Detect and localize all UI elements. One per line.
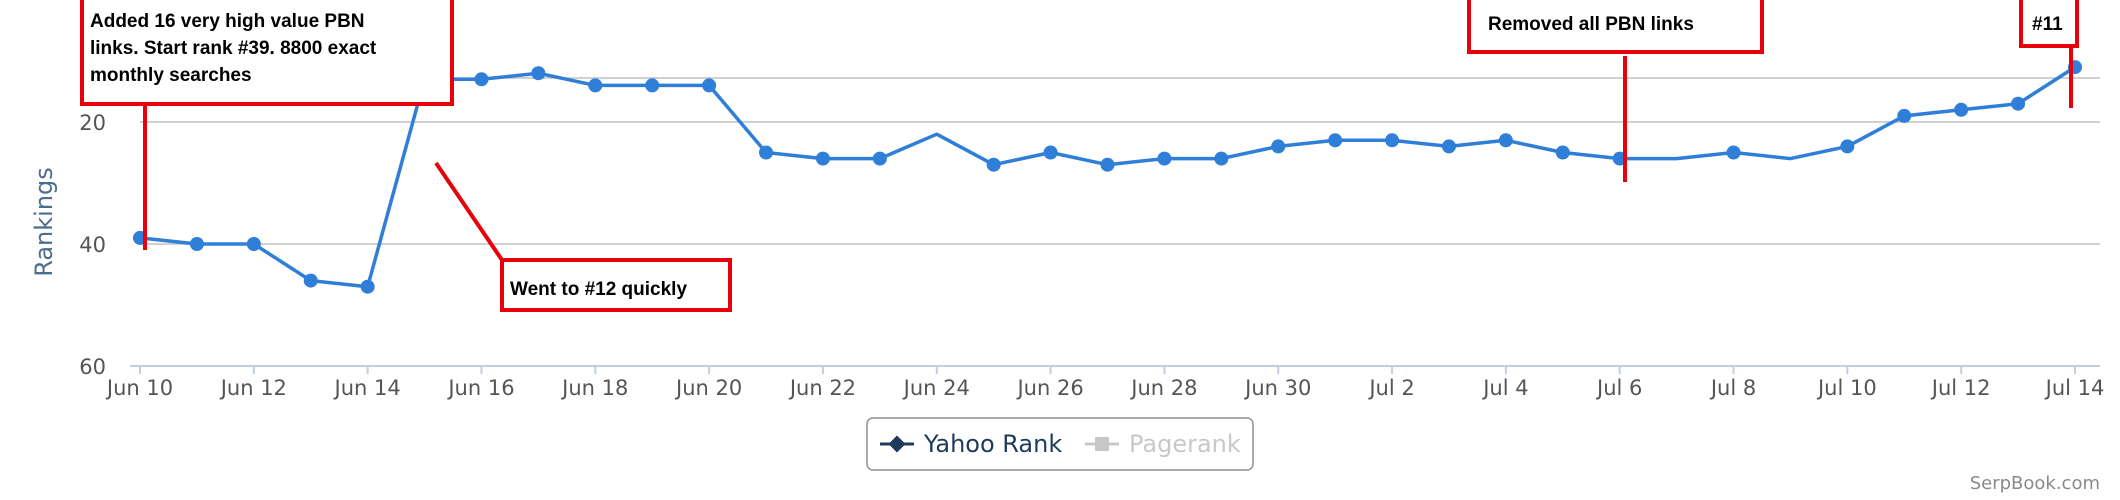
legend-item-yahoo-rank[interactable]: Yahoo Rank — [880, 430, 1062, 458]
data-point[interactable] — [1271, 139, 1286, 154]
data-point[interactable] — [872, 151, 887, 166]
data-point[interactable] — [474, 72, 489, 87]
credit-label: SerpBook.com — [1970, 473, 2100, 494]
annotation-box — [1467, 0, 1764, 54]
x-tick-label: Jul 6 — [1595, 376, 1642, 400]
x-tick-label: Jul 14 — [2044, 376, 2105, 400]
data-point[interactable] — [815, 151, 830, 166]
data-point[interactable] — [1441, 139, 1456, 154]
y-tick-label: 40 — [79, 233, 106, 257]
y-axis-label: Rankings — [30, 167, 58, 277]
annotation-box — [80, 0, 454, 106]
x-tick-label: Jul 12 — [1930, 376, 1991, 400]
annotation-callout: #11 — [2019, 0, 2079, 108]
legend-label-yahoo-rank: Yahoo Rank — [923, 430, 1062, 458]
annotation-box — [500, 258, 732, 312]
annotation-pointer — [434, 161, 504, 262]
annotation-text: Added 16 very high value PBN — [90, 11, 365, 32]
data-point[interactable] — [986, 157, 1001, 172]
data-point[interactable] — [1385, 133, 1400, 148]
annotation-text: links. Start rank #39. 8800 exact — [90, 38, 377, 59]
data-point[interactable] — [1157, 151, 1172, 166]
square-line-icon — [1095, 437, 1109, 451]
annotation-text: Removed all PBN links — [1488, 14, 1694, 35]
data-point[interactable] — [1498, 133, 1513, 148]
data-point[interactable] — [1840, 139, 1855, 154]
data-point[interactable] — [1043, 145, 1058, 160]
x-tick-label: Jun 16 — [446, 376, 514, 400]
legend: Yahoo Rank Pagerank — [866, 417, 1254, 471]
data-point[interactable] — [1100, 157, 1115, 172]
x-tick-label: Jul 2 — [1367, 376, 1414, 400]
x-tick-label: Jun 12 — [219, 376, 287, 400]
diamond-line-icon — [888, 435, 906, 453]
y-axis: 20 40 60 — [79, 111, 106, 379]
annotation-callout: Removed all PBN links — [1467, 0, 1764, 182]
x-axis: Jun 10 Jun 12 Jun 14 Jun 16 Jun 18 Jun 20 Jun … — [105, 365, 2105, 400]
x-tick-label: Jun 10 — [105, 376, 173, 400]
data-point[interactable] — [360, 279, 375, 294]
annotation-callout: Went to #12 quickly — [434, 161, 732, 312]
data-point[interactable] — [246, 237, 261, 251]
y-tick-label: 20 — [79, 111, 106, 135]
data-point[interactable] — [531, 66, 546, 81]
x-tick-label: Jun 18 — [560, 376, 628, 400]
x-tick-label: Jun 26 — [1015, 376, 1083, 400]
data-point[interactable] — [303, 273, 318, 288]
annotations: Added 16 very high value PBN links. Start… — [80, 0, 2079, 312]
x-tick-label: Jun 20 — [674, 376, 742, 400]
data-point[interactable] — [1726, 145, 1741, 160]
data-point[interactable] — [759, 145, 774, 160]
x-tick-label: Jul 4 — [1481, 376, 1528, 400]
annotation-text: #11 — [2032, 14, 2063, 35]
data-point[interactable] — [189, 237, 204, 251]
x-tick-label: Jun 24 — [902, 376, 970, 400]
data-point[interactable] — [1214, 151, 1229, 166]
x-tick-label: Jun 14 — [333, 376, 401, 400]
x-tick-label: Jun 22 — [788, 376, 856, 400]
data-point[interactable] — [702, 78, 717, 93]
x-tick-label: Jul 10 — [1816, 376, 1877, 400]
legend-box — [866, 417, 1254, 471]
x-tick-label: Jun 28 — [1129, 376, 1197, 400]
annotation-text: monthly searches — [90, 65, 252, 86]
data-point[interactable] — [1555, 145, 1570, 160]
data-point[interactable] — [1328, 133, 1343, 148]
data-point[interactable] — [588, 78, 603, 93]
x-tick-label: Jul 8 — [1709, 376, 1756, 400]
data-point[interactable] — [1954, 102, 1969, 117]
legend-label-pagerank: Pagerank — [1129, 430, 1241, 458]
x-tick-label: Jun 30 — [1243, 376, 1311, 400]
annotation-box — [2019, 0, 2079, 48]
legend-item-pagerank[interactable]: Pagerank — [1085, 430, 1241, 458]
data-point[interactable] — [1897, 108, 1912, 123]
y-tick-label: 60 — [79, 355, 106, 379]
annotation-text: Went to #12 quickly — [510, 279, 687, 300]
annotation-callout: Added 16 very high value PBN links. Start… — [80, 0, 454, 250]
data-point[interactable] — [2011, 96, 2026, 111]
data-point[interactable] — [645, 78, 660, 93]
